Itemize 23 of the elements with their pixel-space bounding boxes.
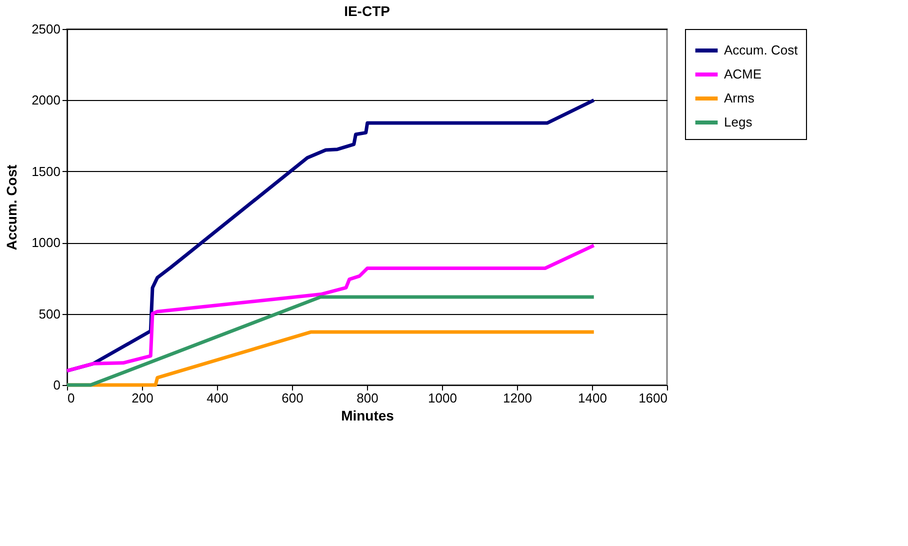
y-tick-label: 1500	[32, 164, 60, 179]
y-tick-label: 1000	[32, 235, 60, 250]
line-series	[65, 244, 596, 373]
y-tick-label: 2500	[32, 22, 60, 36]
y-axis-title: Accum. Cost	[4, 164, 20, 250]
x-tick-label: 800	[356, 390, 378, 406]
legend-label: Legs	[724, 114, 753, 130]
x-tick-label: 400	[206, 390, 228, 406]
x-tick-label: 200	[132, 390, 154, 406]
x-tick-label: 1000	[428, 390, 457, 406]
chart-title: IE-CTP	[344, 3, 390, 19]
x-tick-label: 600	[282, 390, 304, 406]
x-tick-label: 1200	[503, 390, 532, 406]
y-tick-label: 0	[53, 378, 60, 392]
y-tick-label: 500	[38, 306, 60, 322]
x-axis-title: Minutes	[341, 408, 394, 424]
legend-label: Arms	[724, 90, 755, 106]
x-tick-label: 1400	[578, 390, 607, 406]
legend-label: Accum. Cost	[724, 42, 798, 58]
legend-label: ACME	[724, 66, 762, 82]
x-tick-label: 0	[68, 390, 75, 406]
x-tick-label: 1600	[638, 390, 668, 406]
y-tick-label: 2000	[32, 92, 60, 108]
